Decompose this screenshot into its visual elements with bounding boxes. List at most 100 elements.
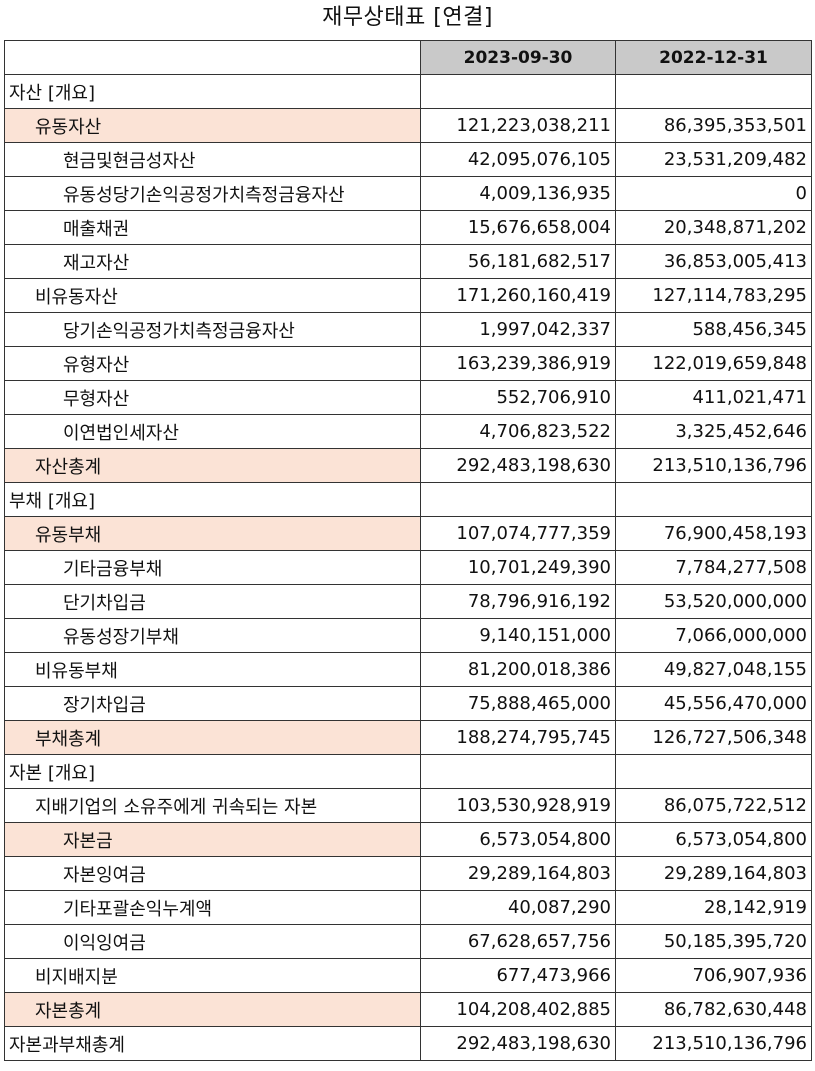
value-2022-12-31: 86,395,353,501 xyxy=(615,108,812,143)
page-title: 재무상태표 [연결] xyxy=(322,5,493,30)
value-2023-09-30 xyxy=(420,74,616,109)
value-2022-12-31: 6,573,054,800 xyxy=(615,822,812,857)
table-row: 유동성장기부채 9,140,151,000 7,066,000,000 xyxy=(4,618,812,653)
row-label: 자산총계 xyxy=(4,448,421,483)
row-label: 자본잉여금 xyxy=(4,856,421,891)
value-2023-09-30: 29,289,164,803 xyxy=(420,856,616,891)
value-2023-09-30: 81,200,018,386 xyxy=(420,652,616,687)
table-row: 단기차입금 78,796,916,192 53,520,000,000 xyxy=(4,584,812,619)
row-label: 단기차입금 xyxy=(4,584,421,619)
table-row: 자본과부채총계 292,483,198,630 213,510,136,796 xyxy=(4,1026,812,1061)
row-label: 유동자산 xyxy=(4,108,421,143)
value-2023-09-30: 75,888,465,000 xyxy=(420,686,616,721)
value-2022-12-31: 45,556,470,000 xyxy=(615,686,812,721)
value-2023-09-30: 188,274,795,745 xyxy=(420,720,616,755)
value-2023-09-30: 1,997,042,337 xyxy=(420,312,616,347)
value-2022-12-31: 213,510,136,796 xyxy=(615,448,812,483)
table-row: 이익잉여금 67,628,657,756 50,185,395,720 xyxy=(4,924,812,959)
value-2023-09-30: 171,260,160,419 xyxy=(420,278,616,313)
value-2023-09-30: 292,483,198,630 xyxy=(420,448,616,483)
table-row: 기타포괄손익누계액 40,087,290 28,142,919 xyxy=(4,890,812,925)
row-label: 매출채권 xyxy=(4,210,421,245)
value-2022-12-31: 86,782,630,448 xyxy=(615,992,812,1027)
row-label: 유동부채 xyxy=(4,516,421,551)
table-row: 장기차입금 75,888,465,000 45,556,470,000 xyxy=(4,686,812,721)
row-label: 유동성당기손익공정가치측정금융자산 xyxy=(4,176,421,211)
row-label: 기타금융부채 xyxy=(4,550,421,585)
value-2023-09-30: 4,009,136,935 xyxy=(420,176,616,211)
value-2022-12-31: 411,021,471 xyxy=(615,380,812,415)
table-row: 부채총계 188,274,795,745 126,727,506,348 xyxy=(4,720,812,755)
value-2023-09-30: 292,483,198,630 xyxy=(420,1026,616,1061)
value-2022-12-31: 7,066,000,000 xyxy=(615,618,812,653)
value-2023-09-30: 67,628,657,756 xyxy=(420,924,616,959)
row-label: 부채총계 xyxy=(4,720,421,755)
value-2023-09-30: 6,573,054,800 xyxy=(420,822,616,857)
table-row: 매출채권 15,676,658,004 20,348,871,202 xyxy=(4,210,812,245)
table-row: 비유동부채 81,200,018,386 49,827,048,155 xyxy=(4,652,812,687)
value-2022-12-31: 36,853,005,413 xyxy=(615,244,812,279)
table-row: 자본총계 104,208,402,885 86,782,630,448 xyxy=(4,992,812,1027)
row-label: 이연법인세자산 xyxy=(4,414,421,449)
value-2022-12-31: 213,510,136,796 xyxy=(615,1026,812,1061)
row-label: 자본 [개요] xyxy=(4,754,421,789)
row-label: 비지배지분 xyxy=(4,958,421,993)
table-row: 지배기업의 소유주에게 귀속되는 자본 103,530,928,919 86,075… xyxy=(4,788,812,823)
table-row: 기타금융부채 10,701,249,390 7,784,277,508 xyxy=(4,550,812,585)
value-2023-09-30 xyxy=(420,482,616,517)
table-header-row: 2023-09-30 2022-12-31 xyxy=(4,40,812,75)
value-2023-09-30: 15,676,658,004 xyxy=(420,210,616,245)
row-label: 비유동부채 xyxy=(4,652,421,687)
header-date-2022: 2022-12-31 xyxy=(615,40,812,75)
value-2022-12-31: 122,019,659,848 xyxy=(615,346,812,381)
value-2022-12-31 xyxy=(615,754,812,789)
row-label: 장기차입금 xyxy=(4,686,421,721)
value-2023-09-30: 104,208,402,885 xyxy=(420,992,616,1027)
table-row: 비유동자산 171,260,160,419 127,114,783,295 xyxy=(4,278,812,313)
table-row: 유형자산 163,239,386,919 122,019,659,848 xyxy=(4,346,812,381)
value-2022-12-31: 23,531,209,482 xyxy=(615,142,812,177)
value-2022-12-31: 7,784,277,508 xyxy=(615,550,812,585)
table-row: 부채 [개요] xyxy=(4,482,812,517)
row-label: 기타포괄손익누계액 xyxy=(4,890,421,925)
value-2023-09-30: 677,473,966 xyxy=(420,958,616,993)
row-label: 현금및현금성자산 xyxy=(4,142,421,177)
table-row: 자산총계 292,483,198,630 213,510,136,796 xyxy=(4,448,812,483)
row-label: 무형자산 xyxy=(4,380,421,415)
value-2022-12-31: 53,520,000,000 xyxy=(615,584,812,619)
row-label: 자본금 xyxy=(4,822,421,857)
value-2022-12-31: 126,727,506,348 xyxy=(615,720,812,755)
value-2022-12-31: 127,114,783,295 xyxy=(615,278,812,313)
value-2022-12-31: 3,325,452,646 xyxy=(615,414,812,449)
value-2022-12-31: 588,456,345 xyxy=(615,312,812,347)
value-2023-09-30: 163,239,386,919 xyxy=(420,346,616,381)
table-row: 당기손익공정가치측정금융자산 1,997,042,337 588,456,345 xyxy=(4,312,812,347)
value-2022-12-31: 86,075,722,512 xyxy=(615,788,812,823)
value-2023-09-30: 78,796,916,192 xyxy=(420,584,616,619)
table-row: 유동부채 107,074,777,359 76,900,458,193 xyxy=(4,516,812,551)
value-2022-12-31: 28,142,919 xyxy=(615,890,812,925)
row-label: 이익잉여금 xyxy=(4,924,421,959)
row-label: 지배기업의 소유주에게 귀속되는 자본 xyxy=(4,788,421,823)
value-2023-09-30: 4,706,823,522 xyxy=(420,414,616,449)
table-row: 자본잉여금 29,289,164,803 29,289,164,803 xyxy=(4,856,812,891)
row-label: 자본총계 xyxy=(4,992,421,1027)
table-row: 자본금 6,573,054,800 6,573,054,800 xyxy=(4,822,812,857)
table-row: 자본 [개요] xyxy=(4,754,812,789)
value-2022-12-31: 49,827,048,155 xyxy=(615,652,812,687)
value-2022-12-31: 20,348,871,202 xyxy=(615,210,812,245)
value-2023-09-30: 552,706,910 xyxy=(420,380,616,415)
row-label: 재고자산 xyxy=(4,244,421,279)
value-2022-12-31: 706,907,936 xyxy=(615,958,812,993)
value-2023-09-30: 121,223,038,211 xyxy=(420,108,616,143)
row-label: 자본과부채총계 xyxy=(4,1026,421,1061)
header-date-2023: 2023-09-30 xyxy=(420,40,616,75)
value-2022-12-31 xyxy=(615,74,812,109)
row-label: 자산 [개요] xyxy=(4,74,421,109)
value-2023-09-30: 103,530,928,919 xyxy=(420,788,616,823)
table-row: 비지배지분 677,473,966 706,907,936 xyxy=(4,958,812,993)
value-2022-12-31: 0 xyxy=(615,176,812,211)
value-2023-09-30: 9,140,151,000 xyxy=(420,618,616,653)
value-2022-12-31: 29,289,164,803 xyxy=(615,856,812,891)
row-label: 유동성장기부채 xyxy=(4,618,421,653)
